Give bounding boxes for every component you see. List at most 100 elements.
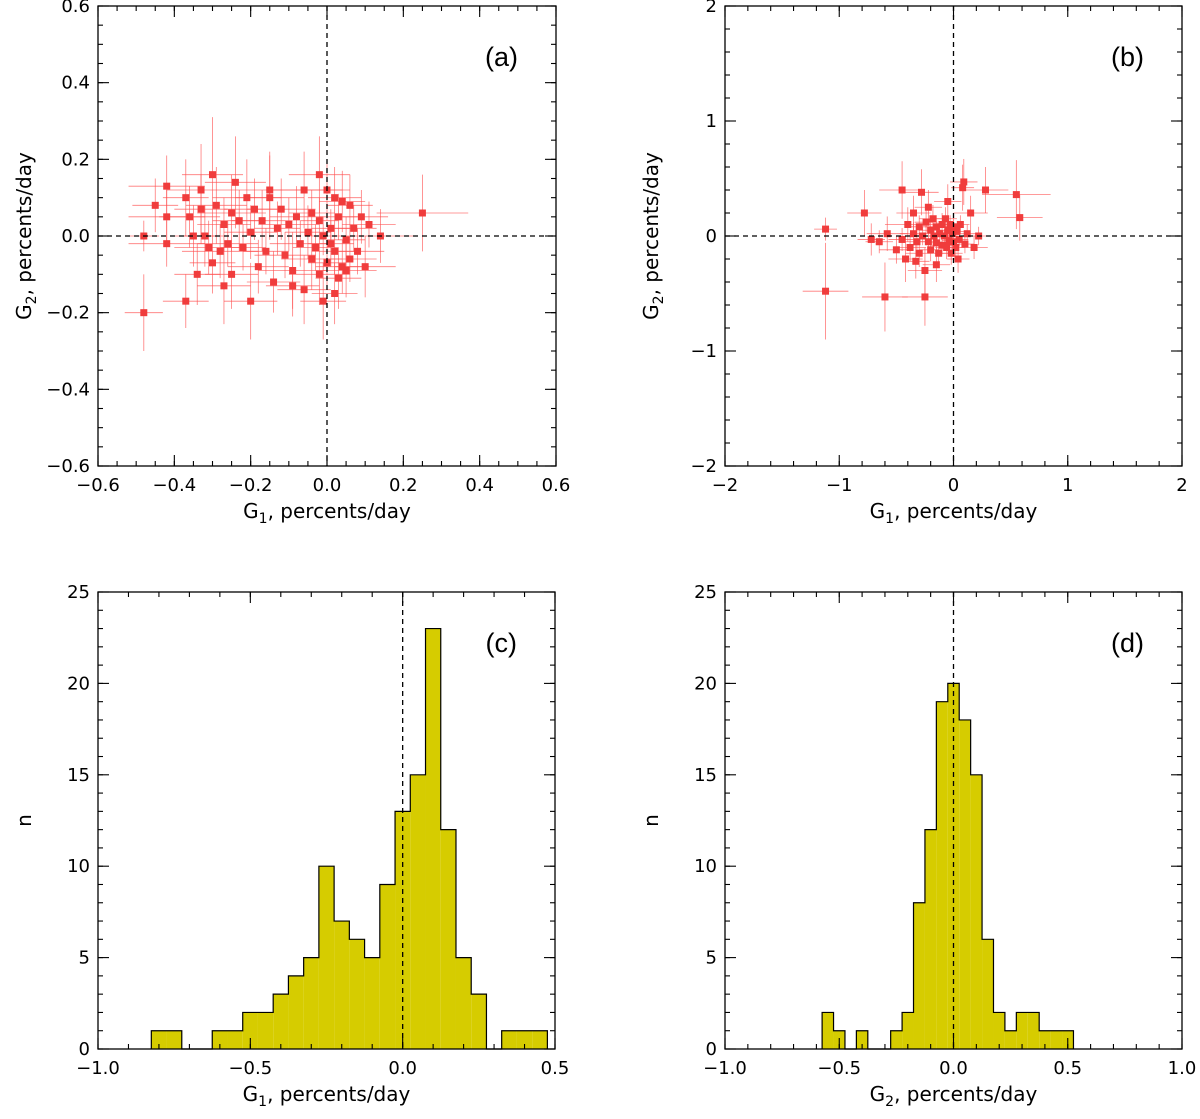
histogram-bars	[151, 628, 548, 1049]
histogram-bar	[410, 774, 426, 1049]
histogram-bar	[924, 829, 937, 1049]
data-point	[319, 297, 327, 305]
data-point	[247, 228, 255, 236]
data-point	[906, 244, 914, 251]
histogram-bar	[982, 939, 994, 1049]
panel-label: (b)	[1111, 42, 1144, 72]
data-point	[163, 240, 171, 248]
data-point	[292, 213, 300, 221]
y-tick-label: −2	[690, 456, 717, 477]
y-axis-label: n	[639, 814, 663, 827]
y-tick-label: 0.4	[61, 73, 90, 94]
data-point	[913, 238, 921, 246]
y-tick-label: 25	[694, 582, 717, 603]
x-axis-label: G1, percents/day	[243, 499, 411, 527]
plot-frame	[97, 591, 556, 1050]
data-point	[250, 205, 258, 213]
data-point	[892, 246, 900, 254]
data-point	[981, 186, 989, 194]
data-point	[860, 209, 868, 217]
data-point	[1016, 214, 1024, 222]
data-point	[205, 244, 213, 251]
data-point	[327, 240, 335, 248]
data-point	[266, 194, 274, 202]
data-point	[315, 171, 323, 179]
x-tick-label: 0.0	[939, 1058, 968, 1079]
x-axis-label: G1, percents/day	[243, 1082, 411, 1110]
data-point	[960, 178, 968, 186]
data-point	[304, 228, 312, 236]
y-axis-label: G2, percents/day	[639, 152, 667, 320]
data-point	[235, 217, 243, 225]
y-axis-label-base: G	[12, 304, 36, 320]
data-point	[193, 270, 201, 278]
data-point	[936, 230, 944, 238]
x-axis-label: G1, percents/day	[870, 499, 1038, 527]
x-axis-label: G2, percents/day	[870, 1082, 1038, 1110]
x-tick-label: 0.4	[465, 475, 494, 496]
data-point	[959, 184, 967, 192]
data-point	[915, 223, 923, 231]
y-tick-label: 15	[694, 765, 717, 786]
x-axis-label-subscript: 1	[885, 511, 894, 527]
x-tick-label: −2	[712, 475, 739, 496]
data-point	[266, 186, 274, 194]
data-point	[163, 213, 171, 221]
data-point	[883, 230, 891, 238]
data-point	[346, 201, 354, 209]
data-point	[258, 217, 266, 225]
data-point	[197, 186, 205, 194]
histogram-outline	[821, 682, 1075, 1050]
data-point	[904, 221, 912, 228]
data-point	[231, 178, 239, 186]
data-point	[953, 227, 961, 235]
y-axis-label-subscript: 2	[24, 295, 40, 304]
y-tick-label: 10	[67, 856, 90, 877]
panel-label: (d)	[1111, 628, 1144, 658]
data-points	[822, 178, 1024, 301]
panel-a: −0.6 −0.4 −0.2 0.0 0.2 0.4 0.6 −0.6 −0.4 −0.2 0.0 0…	[12, 0, 570, 527]
y-tick-label: 20	[694, 673, 717, 694]
data-point	[924, 238, 932, 246]
data-point	[220, 221, 228, 228]
histogram-bar	[890, 1030, 903, 1049]
data-point	[197, 205, 205, 213]
x-tick-label: 2	[1176, 475, 1187, 496]
error-bars	[124, 117, 469, 351]
y-tick-label: 0	[79, 1039, 90, 1060]
data-point	[331, 247, 339, 255]
data-point	[273, 224, 281, 232]
data-point	[924, 203, 932, 211]
data-point	[277, 205, 285, 213]
y-tick-label: 5	[79, 948, 90, 969]
data-point	[948, 230, 956, 238]
histogram-bar	[532, 1030, 548, 1049]
y-axis-label: G2, percents/day	[12, 152, 40, 320]
data-point	[354, 247, 362, 255]
panel-label: (a)	[485, 42, 518, 72]
histogram-bar	[1027, 1012, 1040, 1049]
y-tick-label: −0.4	[46, 379, 90, 400]
y-tick-label: 0	[706, 226, 717, 247]
x-axis-label-base: G	[870, 1082, 886, 1106]
data-point	[947, 249, 955, 257]
data-point	[140, 309, 148, 317]
data-point	[254, 263, 262, 271]
histogram-bar	[227, 1030, 243, 1049]
x-tick-label: −1.0	[76, 1058, 120, 1079]
data-point	[334, 274, 342, 282]
x-axis-label-base: G	[243, 1082, 259, 1106]
histogram-bar	[303, 957, 319, 1049]
data-point	[315, 270, 323, 278]
data-point	[418, 209, 426, 217]
y-axis-label-base: n	[639, 814, 663, 827]
data-point	[346, 255, 354, 263]
x-tick-label: 1	[1062, 475, 1073, 496]
data-point	[938, 241, 946, 249]
x-axis-label-subscript: 2	[885, 1094, 894, 1110]
histogram-bar	[936, 701, 948, 1049]
data-point	[289, 267, 297, 274]
data-point	[151, 201, 159, 209]
